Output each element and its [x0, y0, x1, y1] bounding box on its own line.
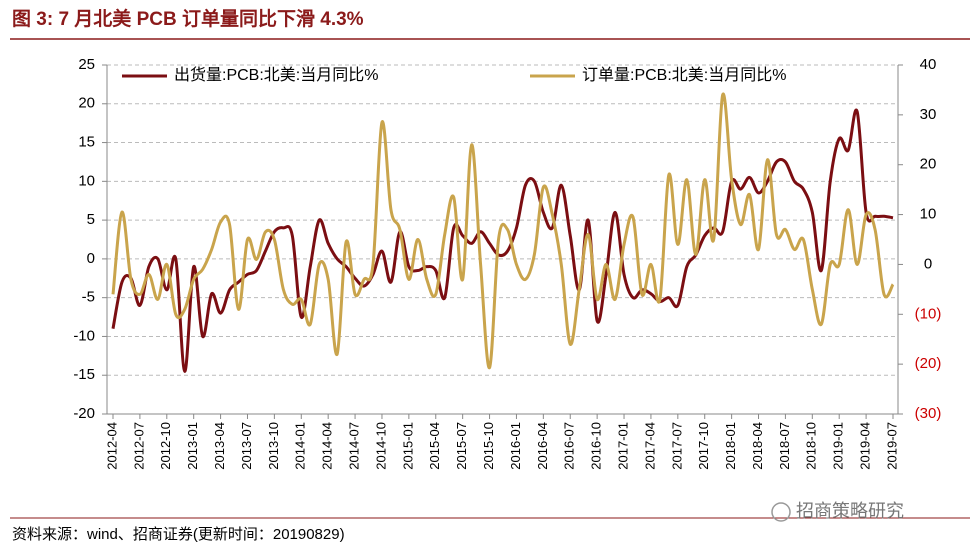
legend-label: 订单量:PCB:北美:当月同比% — [582, 66, 786, 84]
x-tick-label: 2019-04 — [858, 422, 873, 470]
x-tick-label: 2018-04 — [750, 422, 765, 470]
y-tick-label: -20 — [73, 405, 95, 422]
y-tick-label: 5 — [87, 211, 95, 228]
x-tick-label: 2013-04 — [212, 422, 227, 470]
x-tick-label: 2016-01 — [508, 422, 523, 470]
x-tick-label: 2018-10 — [804, 422, 819, 470]
x-tick-label: 2015-01 — [400, 422, 415, 470]
y-tick-label: -15 — [73, 366, 95, 383]
legend-label: 出货量:PCB:北美:当月同比% — [174, 66, 378, 84]
y-tick-label: 20 — [78, 95, 95, 112]
y2-tick-label: (20) — [915, 355, 942, 372]
watermark-icon — [771, 502, 791, 522]
chart-title: 图 3: 7 月北美 PCB 订单量同比下滑 4.3% — [12, 7, 364, 30]
series-line — [111, 92, 895, 370]
x-tick-label: 2016-04 — [535, 422, 550, 470]
x-tick-label: 2012-07 — [131, 422, 146, 470]
y-tick-label: 0 — [87, 250, 95, 267]
x-tick-label: 2015-04 — [427, 422, 442, 470]
y2-tick-label: (30) — [915, 405, 942, 422]
x-tick-label: 2017-04 — [642, 422, 657, 470]
y2-tick-label: 10 — [920, 206, 937, 223]
x-tick-label: 2016-10 — [589, 422, 604, 470]
x-tick-label: 2015-07 — [454, 422, 469, 470]
x-tick-label: 2014-07 — [347, 422, 362, 470]
x-tick-label: 2012-04 — [104, 422, 119, 470]
y2-tick-label: 0 — [924, 255, 932, 272]
y2-tick-label: 30 — [920, 106, 937, 123]
x-tick-label: 2014-10 — [373, 422, 388, 470]
x-tick-label: 2016-07 — [562, 422, 577, 470]
y2-tick-label: (10) — [915, 305, 942, 322]
x-tick-label: 2018-01 — [723, 422, 738, 470]
y2-tick-label: 20 — [920, 156, 937, 173]
x-tick-label: 2019-01 — [831, 422, 846, 470]
x-tick-label: 2019-07 — [884, 422, 899, 470]
source-note: 资料来源：wind、招商证券(更新时间：20190829) — [12, 526, 345, 543]
x-tick-label: 2017-01 — [615, 422, 630, 470]
x-tick-label: 2013-01 — [185, 422, 200, 470]
y-tick-label: 25 — [78, 56, 95, 73]
y-tick-label: -10 — [73, 327, 95, 344]
x-tick-label: 2014-04 — [320, 422, 335, 470]
y-tick-label: 10 — [78, 172, 95, 189]
x-tick-label: 2018-07 — [777, 422, 792, 470]
y-tick-label: 15 — [78, 134, 95, 151]
x-tick-label: 2017-10 — [696, 422, 711, 470]
x-tick-label: 2014-01 — [293, 422, 308, 470]
y2-tick-label: 40 — [920, 56, 937, 73]
watermark: 招商策略研究 — [796, 501, 904, 521]
x-tick-label: 2017-07 — [669, 422, 684, 470]
y-tick-label: -5 — [82, 289, 95, 306]
x-tick-label: 2013-07 — [239, 422, 254, 470]
x-tick-label: 2015-10 — [481, 422, 496, 470]
x-tick-label: 2012-10 — [158, 422, 173, 470]
x-tick-label: 2013-10 — [266, 422, 281, 470]
